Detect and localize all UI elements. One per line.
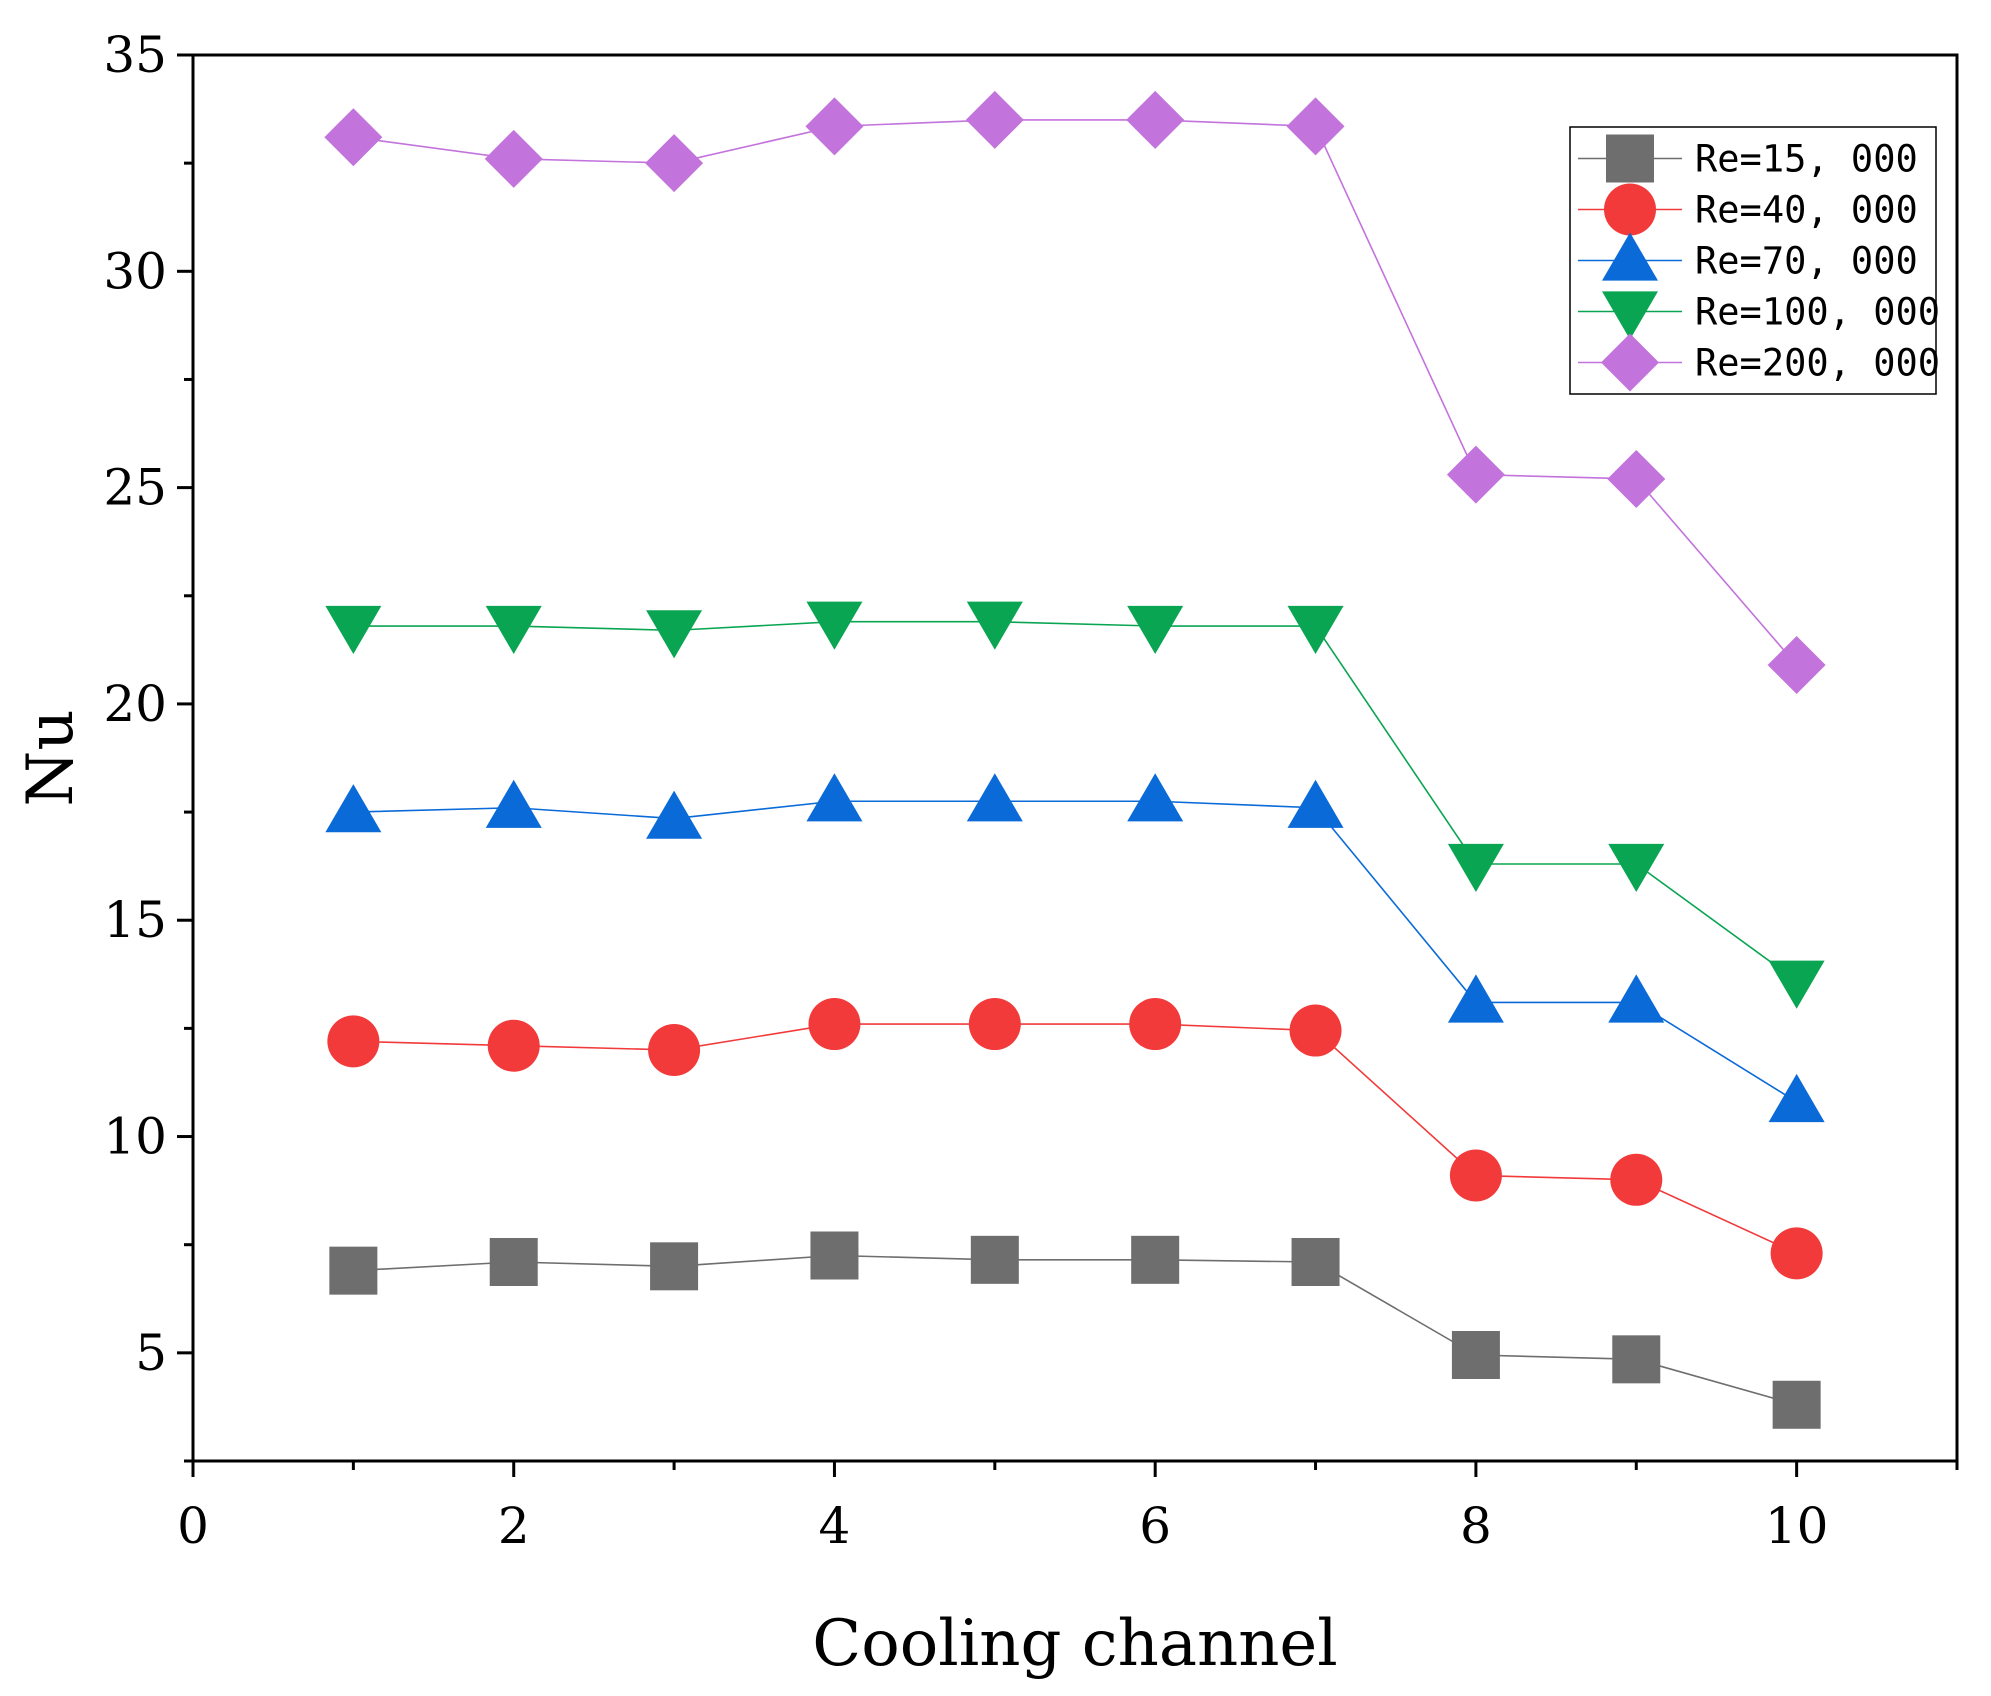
data-point: [645, 134, 704, 193]
data-point: [327, 1015, 380, 1068]
data-point: [810, 1231, 859, 1280]
legend-label: Re=200, 000: [1695, 342, 1940, 385]
data-point: [805, 97, 864, 156]
series-line: [353, 800, 1798, 1103]
data-point: [1289, 1004, 1342, 1057]
y-tick-label: 15: [103, 891, 167, 949]
data-point: [1610, 1153, 1663, 1206]
legend-label: Re=100, 000: [1695, 291, 1940, 334]
series-Re=15, 000: [329, 1231, 1821, 1429]
data-point: [646, 790, 703, 839]
x-tick-label: 8: [1460, 1497, 1492, 1555]
data-point: [1129, 998, 1182, 1051]
legend-label: Re=15, 000: [1695, 138, 1918, 181]
series-line: [353, 620, 1798, 982]
data-point: [806, 601, 863, 650]
x-tick-label: 0: [177, 1497, 209, 1555]
x-tick-label: 4: [819, 1497, 851, 1555]
data-point: [1768, 1073, 1825, 1123]
data-point: [489, 1237, 538, 1286]
data-point: [485, 779, 542, 828]
data-point: [1612, 1335, 1661, 1384]
data-point: [966, 773, 1023, 822]
legend: Re=15, 000 Re=40, 000 Re=70, 000 Re=100, 00…: [1569, 126, 1940, 395]
data-point: [325, 784, 382, 833]
data-point: [1127, 773, 1184, 822]
y-tick-label: 35: [103, 26, 167, 84]
legend-item: Re=40, 000: [1578, 183, 1918, 236]
data-point: [648, 1024, 701, 1077]
data-point: [1772, 1380, 1821, 1429]
data-point: [646, 610, 703, 659]
data-point: [1767, 635, 1826, 694]
data-point: [1131, 1235, 1180, 1284]
data-point: [1602, 232, 1658, 281]
series-layer: [324, 90, 1826, 1429]
y-tick-label: 5: [135, 1324, 167, 1382]
data-point: [1607, 449, 1666, 508]
legend-item: Re=200, 000: [1578, 333, 1940, 392]
data-point: [1287, 779, 1344, 828]
data-point: [1286, 97, 1345, 156]
data-point: [1449, 1149, 1502, 1202]
data-point: [806, 773, 863, 822]
series-Re=40, 000: [327, 998, 1823, 1280]
y-tick-label: 30: [103, 242, 167, 300]
data-point: [324, 108, 383, 167]
data-point: [1291, 1237, 1340, 1286]
data-point: [1770, 1227, 1823, 1280]
legend-item: Re=70, 000: [1578, 232, 1918, 283]
data-point: [966, 601, 1023, 650]
data-point: [1608, 843, 1665, 892]
ticks-layer: 0 2 4 6 8 10 5 10 15 20 25 30 35: [103, 26, 1959, 1555]
y-tick-label: 25: [103, 459, 167, 517]
data-point: [650, 1242, 699, 1291]
data-point: [1127, 605, 1184, 655]
series-line: [353, 1254, 1797, 1406]
data-point: [1126, 90, 1185, 149]
data-point: [1451, 1331, 1500, 1380]
legend-item: Re=100, 000: [1578, 291, 1940, 340]
data-point: [485, 605, 542, 655]
y-tick-label: 20: [103, 675, 167, 733]
series-Re=200, 000: [324, 90, 1826, 694]
series-line: [353, 119, 1798, 666]
data-point: [484, 129, 543, 188]
data-point: [970, 1235, 1019, 1284]
data-point: [1446, 445, 1505, 504]
plot-frame: [191, 53, 1959, 1463]
data-point: [1768, 960, 1825, 1009]
data-point: [1602, 291, 1658, 340]
data-point: [487, 1019, 540, 1072]
x-tick-label: 6: [1139, 1497, 1171, 1555]
series-Re=100, 000: [325, 601, 1825, 1009]
data-point: [1287, 605, 1344, 655]
x-tick-label: 2: [498, 1497, 530, 1555]
data-point: [325, 605, 382, 655]
data-point: [1604, 183, 1656, 236]
legend-item: Re=15, 000: [1578, 134, 1918, 183]
y-tick-label: 10: [103, 1108, 167, 1166]
data-point: [1447, 974, 1504, 1023]
data-point: [808, 998, 861, 1051]
legend-label: Re=70, 000: [1695, 240, 1918, 283]
data-point: [1601, 333, 1659, 392]
series-Re=70, 000: [325, 773, 1825, 1123]
data-point: [1608, 974, 1665, 1023]
data-point: [965, 90, 1024, 149]
data-point: [968, 998, 1021, 1051]
legend-label: Re=40, 000: [1695, 189, 1918, 232]
data-point: [1447, 843, 1504, 892]
x-tick-label: 10: [1765, 1497, 1829, 1555]
y-axis-title: Nu: [14, 709, 88, 806]
data-point: [329, 1246, 378, 1295]
data-point: [1606, 134, 1654, 183]
x-axis-title: Cooling channel: [812, 1607, 1338, 1681]
series-line: [353, 1023, 1797, 1255]
